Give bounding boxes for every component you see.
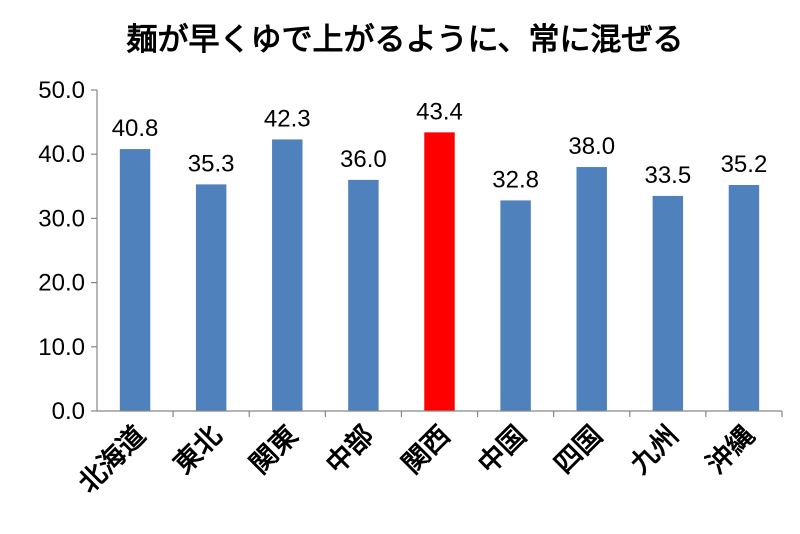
x-tick-label: 四国 (549, 420, 609, 480)
bar (272, 139, 303, 411)
data-label: 40.8 (112, 115, 159, 142)
data-label: 33.5 (644, 162, 691, 189)
y-tick-label: 40.0 (38, 141, 85, 168)
y-tick-label: 50.0 (38, 77, 85, 104)
x-tick-label: 沖縄 (701, 420, 761, 480)
data-label: 36.0 (340, 146, 387, 173)
x-tick-label: 東北 (168, 420, 228, 480)
bar (728, 185, 760, 411)
x-tick-label: 中部 (320, 419, 381, 480)
y-tick-label: 10.0 (38, 334, 85, 361)
bar (576, 167, 607, 411)
bar (424, 132, 455, 411)
bar (500, 200, 531, 411)
data-label: 32.8 (492, 166, 539, 193)
value-labels: 40.8 35.3 42.3 36.0 43.4 32.8 38.0 33.5 35.2 (112, 98, 768, 193)
chart-title: 麺が早くゆで上がるように、常に混ぜる (125, 22, 683, 58)
x-tick-label: 関東 (244, 420, 304, 480)
data-label: 43.4 (416, 98, 463, 125)
data-label: 42.3 (264, 105, 311, 132)
x-tick-label: 関西 (396, 420, 456, 480)
y-tick-label: 30.0 (38, 205, 85, 232)
data-label: 35.3 (188, 150, 235, 177)
y-axis: 0.0 10.0 20.0 30.0 40.0 50.0 (38, 77, 98, 425)
y-tick-label: 0.0 (52, 398, 85, 425)
bar (119, 149, 151, 411)
bar (652, 195, 684, 411)
data-label: 35.2 (721, 151, 768, 178)
x-tick-label: 北海道 (72, 419, 152, 499)
bar (348, 179, 379, 411)
x-tick-label: 九州 (625, 420, 685, 480)
x-tick-label: 中国 (472, 420, 532, 480)
bars (119, 132, 760, 411)
bar (195, 184, 227, 411)
x-axis: 北海道 東北 関東 中部 関西 中国 四国 九州 沖縄 (72, 410, 783, 499)
y-tick-label: 20.0 (38, 270, 85, 297)
data-label: 38.0 (568, 133, 615, 160)
